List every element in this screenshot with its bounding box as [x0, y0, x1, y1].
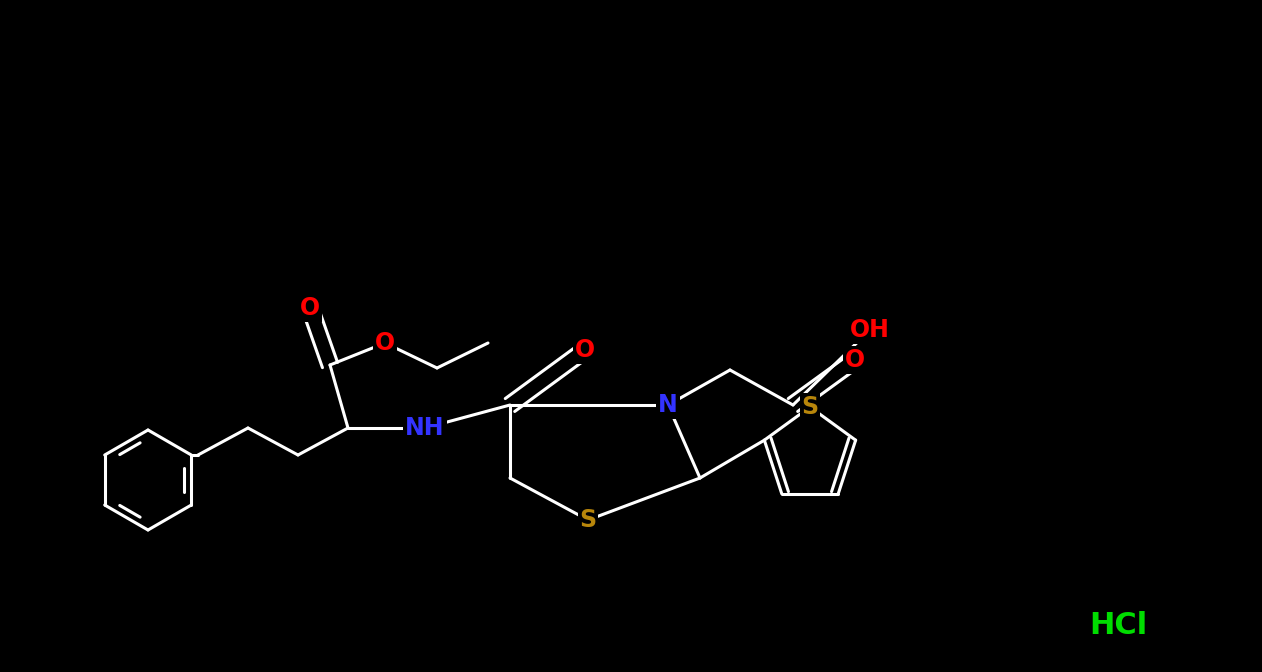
Text: S: S — [579, 508, 597, 532]
Text: O: O — [575, 338, 596, 362]
Text: N: N — [658, 393, 678, 417]
Text: O: O — [300, 296, 321, 320]
Text: O: O — [846, 348, 864, 372]
Text: S: S — [801, 395, 819, 419]
Text: O: O — [375, 331, 395, 355]
Text: NH: NH — [405, 416, 444, 440]
Text: OH: OH — [851, 318, 890, 342]
Text: HCl: HCl — [1089, 610, 1147, 640]
